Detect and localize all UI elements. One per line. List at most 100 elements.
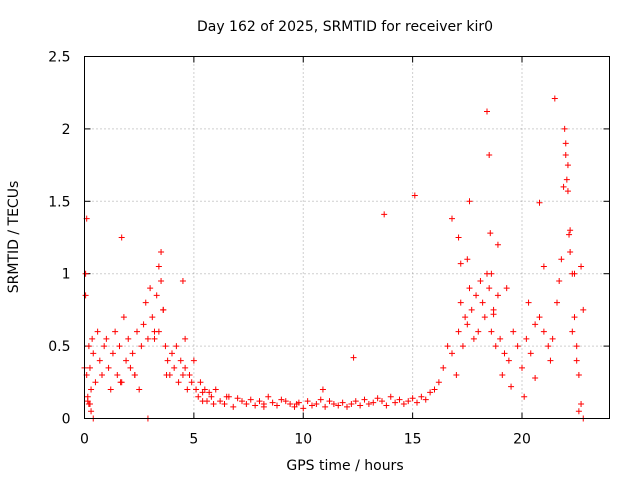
data-point [82, 270, 89, 277]
data-point [293, 401, 300, 408]
data-point [475, 328, 482, 335]
data-point [88, 386, 95, 393]
data-point [234, 395, 241, 402]
data-point [464, 321, 471, 328]
data-point [120, 314, 127, 321]
data-point [571, 314, 578, 321]
y-tick-label: 0 [62, 412, 71, 428]
data-point [499, 372, 506, 379]
data-point [212, 386, 219, 393]
data-point [578, 263, 585, 270]
data-point [322, 403, 329, 410]
data-point [82, 292, 89, 299]
data-point [357, 402, 364, 409]
data-point [494, 292, 501, 299]
data-point [90, 350, 97, 357]
data-point [117, 379, 124, 386]
data-point [99, 372, 105, 379]
data-point [481, 314, 488, 321]
data-point [206, 389, 213, 396]
data-point [247, 396, 254, 403]
data-point [540, 328, 547, 335]
x-tick-label: 20 [513, 432, 531, 448]
data-point [158, 277, 165, 284]
data-point [457, 299, 464, 306]
data-point [490, 311, 497, 318]
data-point [182, 335, 189, 342]
data-point [138, 343, 145, 350]
data-point [186, 372, 193, 379]
data-point [479, 299, 486, 306]
data-point [573, 357, 580, 364]
data-point [300, 405, 307, 412]
data-point [547, 357, 554, 364]
data-point [96, 357, 103, 364]
data-point [184, 386, 191, 393]
data-point [155, 263, 162, 270]
data-point [109, 350, 116, 357]
data-point [571, 270, 578, 277]
y-tick-label: 0.5 [48, 339, 70, 355]
data-point [86, 364, 93, 371]
data-point [503, 285, 510, 292]
data-point [352, 398, 359, 405]
data-point [144, 335, 151, 342]
y-tick-label: 1 [62, 267, 71, 283]
data-point [335, 402, 342, 409]
data-point [392, 399, 399, 406]
data-point [459, 343, 466, 350]
data-point [173, 343, 180, 350]
data-point [486, 285, 493, 292]
x-tick-label: 10 [294, 432, 312, 448]
data-point [449, 350, 455, 357]
data-point [523, 335, 530, 342]
data-point [561, 125, 568, 132]
data-point [414, 399, 420, 406]
chart-title: Day 162 of 2025, SRMTID for receiver kir… [197, 19, 493, 35]
data-point [179, 277, 186, 284]
data-point [282, 398, 289, 405]
data-point [487, 230, 494, 237]
data-point [317, 396, 324, 403]
data-point [149, 314, 156, 321]
x-tick-label: 0 [80, 432, 89, 448]
data-point [532, 374, 539, 381]
data-point [525, 299, 532, 306]
data-point [123, 357, 130, 364]
data-point [464, 256, 471, 263]
data-point [309, 402, 315, 409]
data-point [134, 328, 140, 335]
x-tick-label: 15 [404, 432, 422, 448]
data-point [431, 386, 438, 393]
data-point [217, 398, 224, 405]
data-point [179, 372, 186, 379]
data-point [497, 335, 504, 342]
data-point [418, 393, 425, 400]
data-point [105, 364, 112, 371]
data-point [147, 285, 154, 292]
data-point [175, 379, 182, 386]
data-point [514, 343, 521, 350]
data-point [164, 357, 171, 364]
data-point [269, 399, 276, 406]
data-point [155, 328, 162, 335]
data-point [453, 372, 460, 379]
data-point [521, 393, 528, 400]
data-point [193, 386, 200, 393]
data-point [348, 401, 355, 408]
data-point [197, 379, 204, 386]
data-point [208, 393, 215, 400]
data-point [171, 364, 178, 371]
y-axis-label: SRMTID / TECUs [6, 181, 22, 294]
data-point [567, 248, 574, 255]
data-point [484, 108, 490, 115]
data-point [188, 379, 195, 386]
data-point [569, 328, 576, 335]
data-point [92, 379, 99, 386]
data-point [129, 350, 136, 357]
data-point [101, 343, 108, 350]
data-point [562, 140, 569, 147]
data-point [564, 188, 571, 195]
data-point [575, 408, 582, 415]
data-point [379, 398, 385, 405]
